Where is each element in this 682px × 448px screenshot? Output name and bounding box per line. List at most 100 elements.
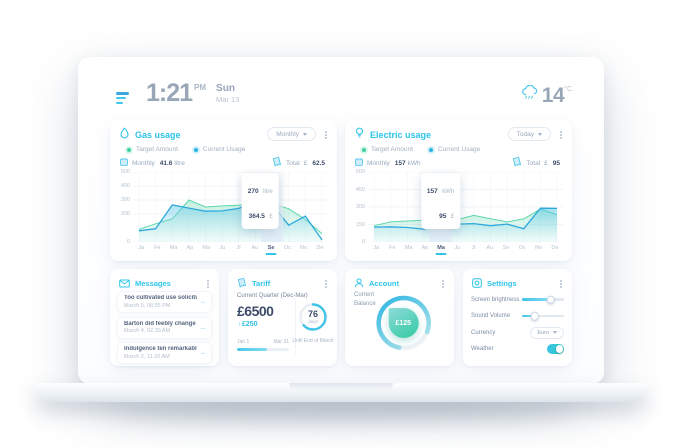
- x-axis-label[interactable]: De: [551, 245, 559, 251]
- y-axis-label: 200: [120, 211, 130, 217]
- card-menu-button[interactable]: [440, 279, 446, 289]
- legend-label: Current Usage: [202, 146, 246, 153]
- open-message-arrow-icon[interactable]: →: [199, 324, 206, 331]
- stat-period-label: Monthly: [367, 159, 390, 167]
- gas-chart: 500 400 300 200 0 Ja Fe Ma Ap Ma Ju Jl Au Se Oc No De 2…: [119, 169, 328, 257]
- message-date: March 2, 11.20 AM: [124, 353, 170, 360]
- y-axis-label: 0: [361, 239, 365, 245]
- x-axis-label[interactable]: Au: [486, 245, 494, 251]
- slider-thumb[interactable]: [530, 311, 539, 321]
- legend-label: Current Usage: [437, 146, 481, 153]
- temperature-unit: °C: [564, 86, 572, 93]
- x-axis-label[interactable]: Oc: [283, 245, 291, 251]
- quarter-progress-fill: [237, 348, 268, 351]
- card-title: Account: [369, 279, 399, 288]
- days-value: 76: [307, 308, 318, 319]
- chart-tooltip: 270 litre 364.5 £: [241, 173, 279, 230]
- quarter-progress-bar: [237, 348, 289, 351]
- message-item[interactable]: Indulgence ten remarkably March 2, 11.20…: [117, 342, 212, 364]
- message-text: Too cultivated use solicitude: [124, 295, 197, 301]
- currency-value: Euro: [537, 329, 549, 336]
- calendar-icon: [355, 158, 363, 168]
- card-menu-button[interactable]: [205, 279, 211, 289]
- y-axis-label: 450: [355, 186, 365, 193]
- x-axis-label[interactable]: De: [316, 245, 324, 251]
- x-axis-label[interactable]: Ma: [202, 245, 210, 251]
- y-axis-label: 400: [120, 183, 130, 189]
- x-axis-label[interactable]: Ma: [433, 245, 449, 251]
- card-menu-button[interactable]: [323, 279, 329, 289]
- message-date: March 5, 08.55 PM: [124, 302, 171, 309]
- total-label: Total: [285, 159, 300, 167]
- account-card: Account Current Balance £125: [345, 269, 454, 366]
- card-menu-button[interactable]: [558, 279, 564, 289]
- gas-period-value: Monthly: [276, 130, 299, 138]
- x-axis-label[interactable]: Ap: [421, 245, 429, 251]
- electric-chart: 600 450 300 150 0 Ja Fe Ma Ap Ma Ju Jl Au Se Oc No De 1…: [354, 169, 563, 257]
- y-axis: 600 450 300 150 0: [354, 169, 367, 245]
- chart-legend: Target Amount Current Usage: [362, 146, 480, 153]
- x-axis-label[interactable]: Se: [263, 245, 279, 251]
- total-label: Total: [526, 159, 541, 167]
- card-menu-button[interactable]: [323, 130, 329, 140]
- gas-stats-row: Monthly 41.6 litre Total £ 62.5: [120, 156, 327, 168]
- currency-select[interactable]: Euro: [530, 326, 564, 339]
- electric-period-dropdown[interactable]: Today: [507, 127, 551, 141]
- current-legend-dot: [428, 147, 433, 152]
- clock: 1:21 PM Sun Mar 13: [146, 79, 239, 108]
- electric-usage-plot[interactable]: [368, 172, 563, 242]
- x-axis-label[interactable]: Oc: [518, 245, 526, 251]
- message-item[interactable]: Barton did feebly change man March 4, 02…: [117, 316, 212, 339]
- x-axis-label[interactable]: Se: [502, 245, 510, 251]
- rain-cloud-icon: [521, 84, 538, 106]
- x-axis-label[interactable]: Fe: [154, 245, 161, 251]
- gas-usage-plot[interactable]: [133, 172, 328, 242]
- electric-stats-row: Monthly 157 kWh Total £ 95: [355, 156, 562, 169]
- x-axis-label[interactable]: No: [535, 245, 543, 251]
- current-legend-dot: [193, 147, 198, 152]
- date: Mar 13: [216, 95, 240, 104]
- increase-arrow-icon: ↑: [238, 322, 241, 328]
- days-label: days: [308, 318, 318, 324]
- gear-icon: [472, 275, 482, 293]
- brightness-slider[interactable]: [522, 295, 564, 304]
- tariff-amount: £6500: [237, 303, 274, 319]
- quarter-range: Jan 1 Mar 31: [237, 339, 289, 345]
- chart-tooltip: 157 kWh 95 £: [420, 173, 461, 230]
- x-axis-label[interactable]: Ap: [186, 245, 194, 251]
- x-axis-label[interactable]: Jl: [236, 245, 241, 251]
- open-message-arrow-icon[interactable]: →: [199, 298, 206, 306]
- weather-toggle[interactable]: [547, 344, 564, 354]
- slider-thumb[interactable]: [546, 295, 555, 304]
- volume-slider[interactable]: [522, 311, 564, 321]
- x-axis-label[interactable]: Ju: [454, 245, 461, 251]
- range-end: Mar 31: [273, 339, 289, 345]
- x-axis-label[interactable]: Ju: [219, 245, 226, 251]
- message-item[interactable]: Too cultivated use solicitude March 5, 0…: [117, 291, 212, 313]
- message-list: Too cultivated use solicitude March 5, 0…: [117, 291, 212, 364]
- card-title: Messages: [135, 279, 171, 288]
- x-axis-label[interactable]: Ma: [169, 245, 178, 251]
- topbar: 1:21 PM Sun Mar 13 14 °C: [110, 79, 572, 117]
- x-axis-label[interactable]: Au: [251, 245, 259, 251]
- menu-icon[interactable]: [116, 92, 130, 106]
- x-axis-label[interactable]: Fe: [389, 245, 396, 251]
- x-axis-label[interactable]: Jl: [471, 245, 476, 251]
- x-axis-label[interactable]: Ja: [138, 245, 145, 251]
- x-axis-label[interactable]: Ma: [404, 245, 413, 251]
- open-message-arrow-icon[interactable]: →: [199, 349, 206, 357]
- gas-period-dropdown[interactable]: Monthly: [267, 127, 316, 141]
- currency-symbol: £: [303, 159, 308, 167]
- x-axis-label[interactable]: Ja: [373, 245, 380, 251]
- weather-widget: 14 °C: [521, 84, 572, 106]
- y-axis-label: 0: [126, 239, 130, 245]
- card-menu-button[interactable]: [558, 130, 564, 140]
- weekday: Sun: [216, 83, 235, 94]
- chart-legend: Target Amount Current Usage: [127, 146, 245, 153]
- gas-drop-icon: [119, 126, 130, 144]
- x-axis-label[interactable]: No: [300, 245, 308, 251]
- time: 1:21: [146, 79, 193, 107]
- receipt-icon: [512, 156, 522, 169]
- dashboard: 1:21 PM Sun Mar 13 14 °C: [78, 57, 604, 384]
- total-value: 95: [552, 159, 560, 167]
